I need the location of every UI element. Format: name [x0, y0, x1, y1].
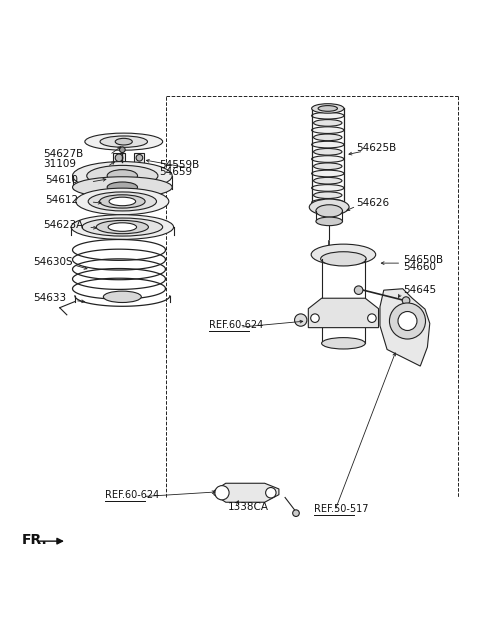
Ellipse shape: [87, 166, 158, 186]
Ellipse shape: [96, 220, 148, 234]
Ellipse shape: [312, 185, 344, 191]
Ellipse shape: [309, 199, 349, 215]
Ellipse shape: [72, 162, 172, 190]
Ellipse shape: [103, 291, 141, 302]
Ellipse shape: [316, 217, 342, 225]
Text: FR.: FR.: [22, 534, 48, 547]
Text: 54645: 54645: [404, 285, 437, 295]
Ellipse shape: [313, 134, 342, 141]
Ellipse shape: [109, 197, 136, 205]
Ellipse shape: [107, 169, 137, 182]
Text: 54650B: 54650B: [404, 256, 444, 265]
Circle shape: [293, 510, 300, 516]
Ellipse shape: [72, 177, 172, 198]
Ellipse shape: [316, 205, 342, 217]
Ellipse shape: [322, 338, 365, 349]
Ellipse shape: [108, 223, 137, 231]
Ellipse shape: [313, 192, 342, 198]
Text: 54630S: 54630S: [34, 257, 73, 267]
Circle shape: [265, 487, 276, 498]
Text: 54625B: 54625B: [356, 143, 396, 153]
Ellipse shape: [318, 105, 337, 111]
Circle shape: [295, 314, 307, 326]
Text: 54633: 54633: [34, 293, 67, 303]
Ellipse shape: [311, 244, 376, 265]
Polygon shape: [380, 289, 430, 366]
Ellipse shape: [312, 127, 344, 134]
Ellipse shape: [100, 136, 147, 148]
Ellipse shape: [99, 195, 145, 208]
Ellipse shape: [85, 133, 163, 150]
Circle shape: [311, 314, 319, 322]
Ellipse shape: [317, 198, 338, 206]
Circle shape: [115, 154, 123, 162]
Ellipse shape: [312, 141, 344, 148]
Bar: [113, 153, 125, 163]
Ellipse shape: [71, 214, 174, 239]
Ellipse shape: [76, 188, 169, 214]
Text: 54612: 54612: [46, 195, 79, 205]
Text: 1338CA: 1338CA: [228, 502, 269, 512]
Polygon shape: [308, 299, 379, 327]
Circle shape: [368, 314, 376, 322]
Circle shape: [136, 155, 143, 161]
Ellipse shape: [312, 199, 344, 205]
Ellipse shape: [115, 138, 132, 145]
Circle shape: [354, 286, 363, 295]
Circle shape: [389, 303, 425, 339]
Circle shape: [215, 485, 229, 500]
Ellipse shape: [312, 104, 344, 113]
Circle shape: [402, 297, 410, 304]
Ellipse shape: [312, 112, 344, 119]
Text: 54610: 54610: [46, 175, 78, 185]
Text: REF.60-624: REF.60-624: [209, 320, 264, 330]
Text: 54626: 54626: [356, 198, 389, 209]
Text: 54627B: 54627B: [43, 148, 84, 159]
Ellipse shape: [82, 218, 163, 236]
Text: REF.50-517: REF.50-517: [313, 504, 368, 514]
Circle shape: [120, 147, 125, 153]
Text: 54559B: 54559B: [159, 160, 200, 170]
Text: 54659: 54659: [159, 167, 192, 177]
Ellipse shape: [313, 105, 342, 112]
Text: 54660: 54660: [404, 262, 437, 272]
Ellipse shape: [312, 170, 344, 177]
Text: REF.60-624: REF.60-624: [105, 490, 159, 500]
Ellipse shape: [313, 119, 342, 126]
Text: 31109: 31109: [43, 159, 76, 169]
Ellipse shape: [88, 192, 156, 211]
Polygon shape: [214, 483, 279, 502]
Ellipse shape: [313, 177, 342, 184]
Ellipse shape: [313, 163, 342, 169]
Circle shape: [398, 311, 417, 331]
Ellipse shape: [312, 156, 344, 162]
Text: 54623A: 54623A: [43, 220, 84, 230]
Ellipse shape: [321, 252, 366, 266]
Bar: [134, 153, 144, 163]
Ellipse shape: [313, 148, 342, 155]
Ellipse shape: [107, 182, 137, 193]
